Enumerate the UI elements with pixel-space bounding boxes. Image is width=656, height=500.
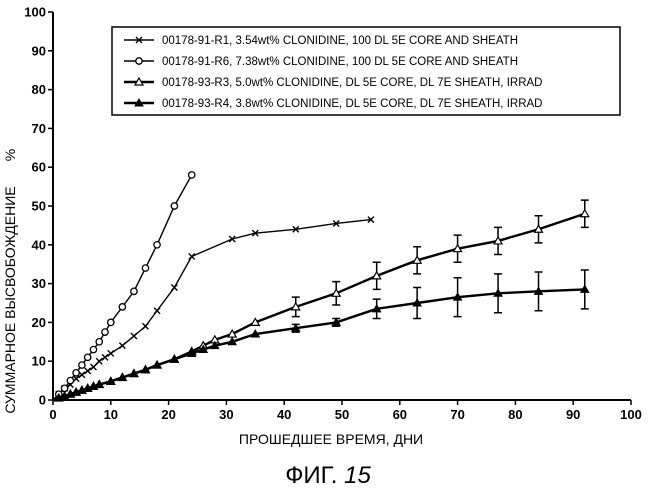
point-circle-marker xyxy=(73,370,79,376)
data-point xyxy=(171,284,177,290)
legend-label: 00178-93-R3, 5.0wt% CLONIDINE, DL 5E COR… xyxy=(162,77,542,89)
figure-caption-prefix: ФИГ. xyxy=(285,462,337,489)
data-point xyxy=(136,58,142,64)
data-point xyxy=(79,362,85,368)
y-tick-label: 40 xyxy=(32,237,46,252)
point-circle-marker xyxy=(131,288,137,294)
data-point xyxy=(119,343,125,349)
y-tick-label: 0 xyxy=(39,393,46,408)
x-tick-label: 90 xyxy=(566,407,580,422)
point-circle-marker xyxy=(61,385,67,391)
release-chart: 0 10 20 30 40 50 60 70 80 90 100 0 10 20 30 40 50 60 70 80 9… xyxy=(0,0,656,455)
point-circle-marker xyxy=(154,242,160,248)
data-point xyxy=(581,210,589,217)
point-triangle-marker xyxy=(581,210,589,217)
x-tick-label: 20 xyxy=(161,407,175,422)
y-tick-label: 90 xyxy=(32,43,46,58)
y-tick-label: 20 xyxy=(32,315,46,330)
point-x-marker xyxy=(90,364,96,370)
point-x-marker xyxy=(85,368,91,374)
point-x-marker xyxy=(131,333,137,339)
data-point xyxy=(84,354,90,360)
legend-entry-1: 00178-91-R1, 3.54wt% CLONIDINE, 100 DL 5… xyxy=(124,35,518,47)
point-circle-marker xyxy=(142,265,148,271)
point-x-marker xyxy=(189,253,195,259)
y-tick-label: 70 xyxy=(32,121,46,136)
data-point xyxy=(131,288,137,294)
data-point xyxy=(171,203,177,209)
data-point xyxy=(154,308,160,314)
data-point xyxy=(73,370,79,376)
data-point xyxy=(119,304,125,310)
point-circle-marker xyxy=(108,319,114,325)
plot-area xyxy=(53,172,589,401)
x-tick-label: 0 xyxy=(49,407,56,422)
point-circle-marker xyxy=(79,362,85,368)
point-circle-marker xyxy=(67,377,73,383)
data-point xyxy=(96,358,102,364)
y-tick-label: 50 xyxy=(32,199,46,214)
point-x-marker xyxy=(96,358,102,364)
data-point xyxy=(189,253,195,259)
point-x-marker xyxy=(119,343,125,349)
y-axis-unit: % xyxy=(2,149,18,161)
data-point xyxy=(61,385,67,391)
data-point xyxy=(85,368,91,374)
series-line xyxy=(53,175,192,400)
point-x-marker xyxy=(171,284,177,290)
data-point xyxy=(108,350,114,356)
legend-entry-2: 00178-91-R6, 7.38wt% CLONIDINE, 100 DL 5… xyxy=(124,56,518,68)
data-point xyxy=(67,377,73,383)
y-tick-label: 100 xyxy=(24,5,46,20)
data-point xyxy=(90,346,96,352)
legend-label: 00178-91-R6, 7.38wt% CLONIDINE, 100 DL 5… xyxy=(162,56,518,68)
data-point xyxy=(96,339,102,345)
point-circle-marker xyxy=(136,58,142,64)
figure-caption-number: 15 xyxy=(344,462,371,489)
legend-entry-3: 00178-93-R3, 5.0wt% CLONIDINE, DL 5E COR… xyxy=(124,77,542,89)
series-line xyxy=(53,289,585,400)
legend-label: 00178-93-R4, 3.8wt% CLONIDINE, DL 5E COR… xyxy=(162,98,542,110)
data-point xyxy=(142,323,148,329)
x-tick-label: 40 xyxy=(277,407,291,422)
chart-legend: 00178-91-R1, 3.54wt% CLONIDINE, 100 DL 5… xyxy=(112,27,620,115)
data-point xyxy=(108,319,114,325)
y-tick-label: 10 xyxy=(32,354,46,369)
data-point xyxy=(154,242,160,248)
x-tick-label: 10 xyxy=(104,407,118,422)
x-tick-label: 70 xyxy=(450,407,464,422)
point-circle-marker xyxy=(96,339,102,345)
point-x-marker xyxy=(102,354,108,360)
data-point xyxy=(102,329,108,335)
point-circle-marker xyxy=(102,329,108,335)
y-axis-label: СУММАРНОЕ ВЫСВОБОЖДЕНИЕ xyxy=(2,186,18,413)
legend-label: 00178-91-R1, 3.54wt% CLONIDINE, 100 DL 5… xyxy=(162,35,518,47)
x-tick-label: 100 xyxy=(620,407,642,422)
point-x-marker xyxy=(142,323,148,329)
data-point xyxy=(102,354,108,360)
y-tick-label: 80 xyxy=(32,82,46,97)
data-point xyxy=(189,172,195,178)
figure-caption: ФИГ. 15 xyxy=(0,462,656,490)
point-x-marker xyxy=(108,350,114,356)
point-circle-marker xyxy=(84,354,90,360)
x-tick-label: 60 xyxy=(393,407,407,422)
y-tick-label: 30 xyxy=(32,276,46,291)
x-tick-label: 50 xyxy=(335,407,349,422)
point-circle-marker xyxy=(171,203,177,209)
x-tick-label: 80 xyxy=(508,407,522,422)
y-tick-label: 60 xyxy=(32,160,46,175)
x-axis-label: ПРОШЕДШЕЕ ВРЕМЯ, ДНИ xyxy=(239,431,423,447)
point-x-marker xyxy=(154,308,160,314)
data-point xyxy=(142,265,148,271)
point-circle-marker xyxy=(119,304,125,310)
series-1 xyxy=(53,217,374,400)
point-circle-marker xyxy=(90,346,96,352)
point-circle-marker xyxy=(189,172,195,178)
data-point xyxy=(90,364,96,370)
data-point xyxy=(131,333,137,339)
legend-entry-4: 00178-93-R4, 3.8wt% CLONIDINE, DL 5E COR… xyxy=(124,98,542,110)
x-tick-label: 30 xyxy=(219,407,233,422)
series-line xyxy=(53,220,371,400)
